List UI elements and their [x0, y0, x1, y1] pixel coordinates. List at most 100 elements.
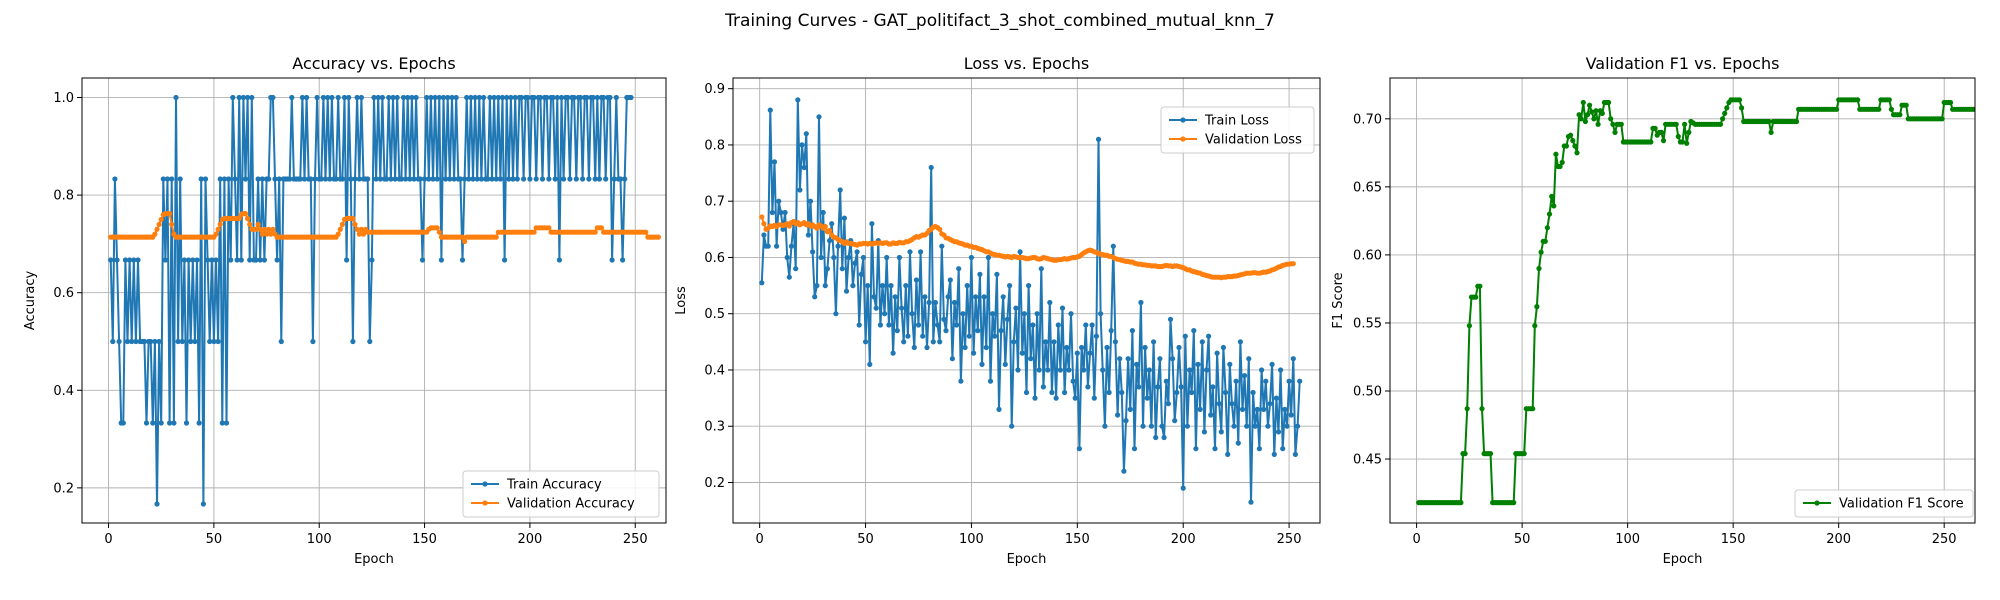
data-point — [1720, 116, 1726, 122]
data-point — [1538, 249, 1544, 255]
data-point — [388, 176, 394, 182]
data-point — [909, 311, 915, 317]
data-point — [1176, 344, 1182, 351]
data-point — [592, 229, 598, 235]
data-point — [1584, 112, 1591, 118]
data-point — [489, 176, 495, 182]
data-point — [871, 294, 877, 300]
data-point — [761, 221, 767, 227]
data-point — [186, 257, 192, 263]
data-point — [822, 223, 828, 230]
data-point — [213, 257, 219, 263]
data-point — [219, 420, 225, 426]
data-point — [333, 176, 339, 182]
data-point — [947, 277, 953, 283]
data-point — [1237, 339, 1243, 345]
data-point — [609, 257, 615, 263]
data-point — [1064, 344, 1070, 351]
data-point — [1292, 451, 1298, 457]
data-point — [179, 338, 185, 345]
data-point — [413, 94, 419, 101]
data-point — [539, 176, 546, 182]
data-point — [580, 176, 586, 182]
data-point — [108, 257, 114, 263]
data-point — [154, 226, 160, 232]
data-point — [797, 187, 803, 193]
data-point — [314, 94, 320, 101]
axes-frame — [1389, 77, 1976, 524]
data-point — [485, 176, 491, 182]
data-point — [822, 283, 828, 289]
data-point — [447, 176, 453, 182]
data-point — [1612, 129, 1618, 135]
data-point — [544, 94, 550, 101]
data-point — [1511, 500, 1517, 506]
data-point — [824, 266, 831, 272]
data-point — [525, 94, 531, 101]
data-point — [643, 229, 649, 235]
data-point — [1072, 395, 1078, 401]
data-point — [470, 176, 476, 182]
data-point — [162, 257, 168, 263]
legend-swatch-marker — [1180, 117, 1186, 123]
data-point — [1574, 150, 1580, 156]
data-point — [1682, 121, 1688, 127]
y-tick-label: 0.3 — [704, 420, 725, 435]
data-point — [226, 176, 232, 182]
data-point — [1127, 406, 1133, 412]
data-point — [1000, 294, 1006, 300]
data-point — [1273, 395, 1279, 401]
data-point — [590, 94, 596, 101]
data-point — [171, 420, 177, 426]
data-point — [506, 176, 512, 182]
data-point — [827, 238, 833, 244]
data-point — [217, 176, 223, 182]
data-point — [264, 231, 270, 237]
data-point — [1131, 446, 1138, 452]
data-point — [841, 215, 848, 221]
data-point — [493, 234, 499, 240]
data-point — [474, 176, 480, 182]
data-point — [127, 257, 133, 263]
data-point — [129, 338, 135, 345]
data-point — [299, 94, 305, 101]
data-point — [767, 107, 773, 113]
data-point — [276, 176, 282, 182]
data-point — [438, 257, 444, 263]
data-point — [620, 257, 626, 263]
data-point — [1028, 356, 1034, 362]
data-point — [405, 94, 411, 101]
data-point — [1553, 151, 1559, 157]
y-tick-label: 0.60 — [1353, 248, 1382, 263]
data-point — [245, 215, 251, 222]
data-point — [601, 94, 607, 101]
data-point — [1284, 423, 1290, 429]
data-point — [1195, 361, 1201, 367]
data-point — [996, 406, 1002, 412]
data-point — [312, 176, 318, 182]
data-point — [994, 271, 1000, 277]
data-point — [1100, 367, 1106, 373]
data-point — [327, 176, 333, 182]
data-point — [867, 361, 873, 367]
data-point — [1576, 112, 1582, 118]
data-point — [434, 176, 440, 182]
data-point — [1098, 311, 1104, 317]
data-point — [1261, 406, 1267, 412]
data-point — [1282, 406, 1288, 412]
data-point — [457, 176, 463, 182]
data-point — [1295, 423, 1301, 429]
data-point — [255, 221, 261, 227]
data-point — [1886, 97, 1892, 103]
data-point — [873, 305, 879, 311]
data-point — [261, 226, 267, 232]
data-point — [131, 257, 137, 263]
data-point — [1458, 500, 1464, 506]
data-point — [759, 280, 765, 286]
data-point — [1225, 451, 1231, 457]
data-point — [843, 288, 850, 294]
data-point — [816, 114, 822, 120]
data-point — [879, 283, 886, 289]
series-group — [1416, 97, 1975, 506]
data-point — [120, 420, 126, 426]
